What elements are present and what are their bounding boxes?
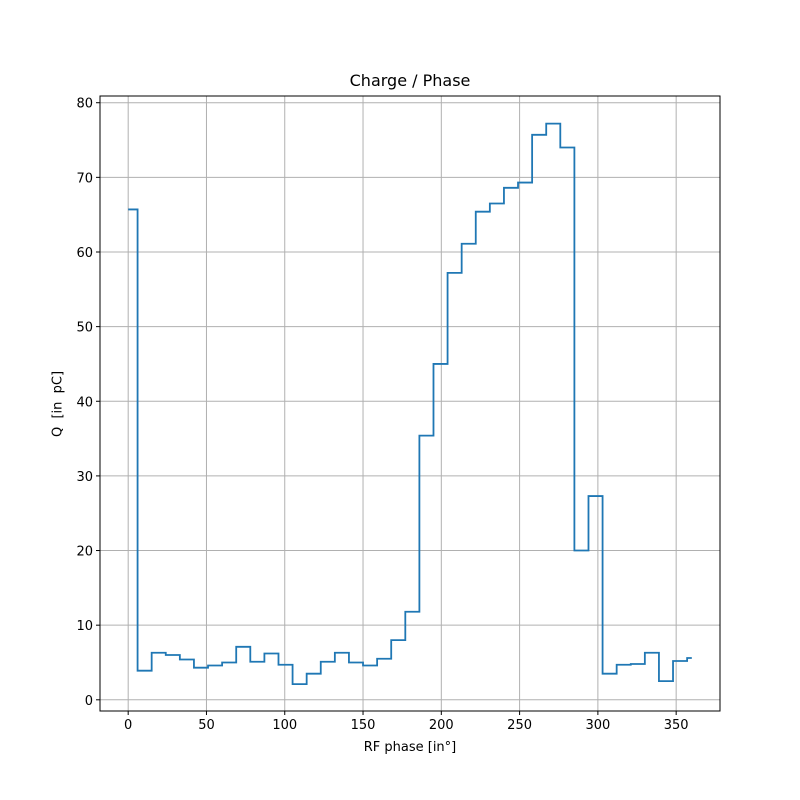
chart-title: Charge / Phase bbox=[349, 71, 471, 90]
y-tick-label: 50 bbox=[76, 321, 93, 336]
y-tick-label: 60 bbox=[76, 246, 93, 261]
x-axis-label: RF phase [in°] bbox=[363, 740, 457, 755]
y-tick-label: 40 bbox=[76, 395, 93, 410]
x-tick-label: 150 bbox=[351, 718, 376, 733]
grid-lines bbox=[100, 96, 720, 711]
x-tick-label: 200 bbox=[429, 718, 454, 733]
y-tick-label: 0 bbox=[85, 694, 93, 709]
charge-series-line bbox=[128, 122, 692, 686]
y-tick-label: 70 bbox=[76, 171, 93, 186]
axis-ticks: 0 50 100 150 200 250 300 350 0 10 20 30 40 50 60 70 80 bbox=[76, 97, 688, 733]
x-tick-label: 0 bbox=[124, 718, 132, 733]
y-tick-label: 20 bbox=[76, 545, 93, 560]
y-tick-label: 10 bbox=[76, 619, 93, 634]
y-tick-label: 30 bbox=[76, 470, 93, 485]
x-tick-label: 350 bbox=[664, 718, 689, 733]
x-tick-label: 100 bbox=[272, 718, 297, 733]
x-tick-label: 250 bbox=[507, 718, 532, 733]
y-tick-label: 80 bbox=[76, 97, 93, 112]
axes-frame bbox=[99, 95, 721, 712]
x-tick-label: 50 bbox=[198, 718, 215, 733]
y-axis-label: Q [in pC] bbox=[50, 370, 66, 438]
x-tick-label: 300 bbox=[585, 718, 610, 733]
